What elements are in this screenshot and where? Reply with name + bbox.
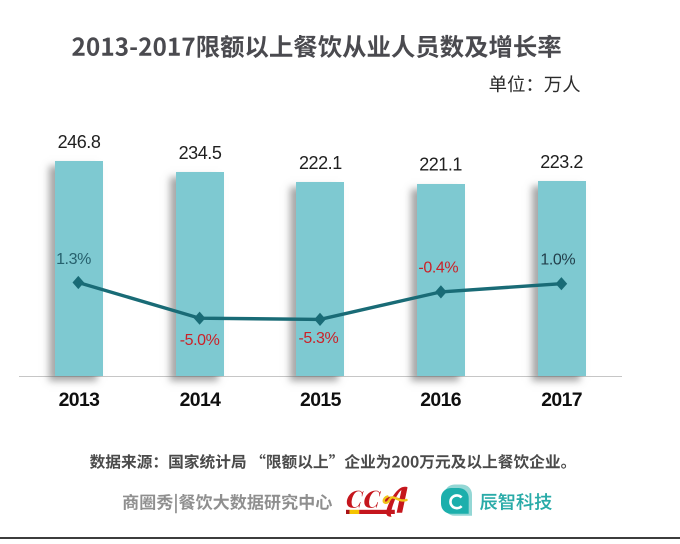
svg-text:-0.4%: -0.4% — [418, 259, 458, 276]
svg-text:2017: 2017 — [541, 389, 582, 411]
svg-text:-5.3%: -5.3% — [298, 330, 338, 347]
svg-text:1.3%: 1.3% — [56, 251, 91, 268]
svg-text:2014: 2014 — [180, 389, 222, 411]
svg-text:222.1: 222.1 — [299, 153, 342, 173]
svg-text:221.1: 221.1 — [419, 155, 462, 175]
svg-text:2016: 2016 — [420, 389, 462, 411]
svg-text:2015: 2015 — [300, 389, 342, 411]
svg-text:1.0%: 1.0% — [540, 251, 575, 268]
svg-text:-5.0%: -5.0% — [180, 332, 220, 349]
svg-text:246.8: 246.8 — [58, 132, 101, 152]
svg-text:234.5: 234.5 — [179, 143, 222, 163]
svg-text:223.2: 223.2 — [540, 152, 583, 172]
svg-text:2013: 2013 — [59, 389, 101, 411]
